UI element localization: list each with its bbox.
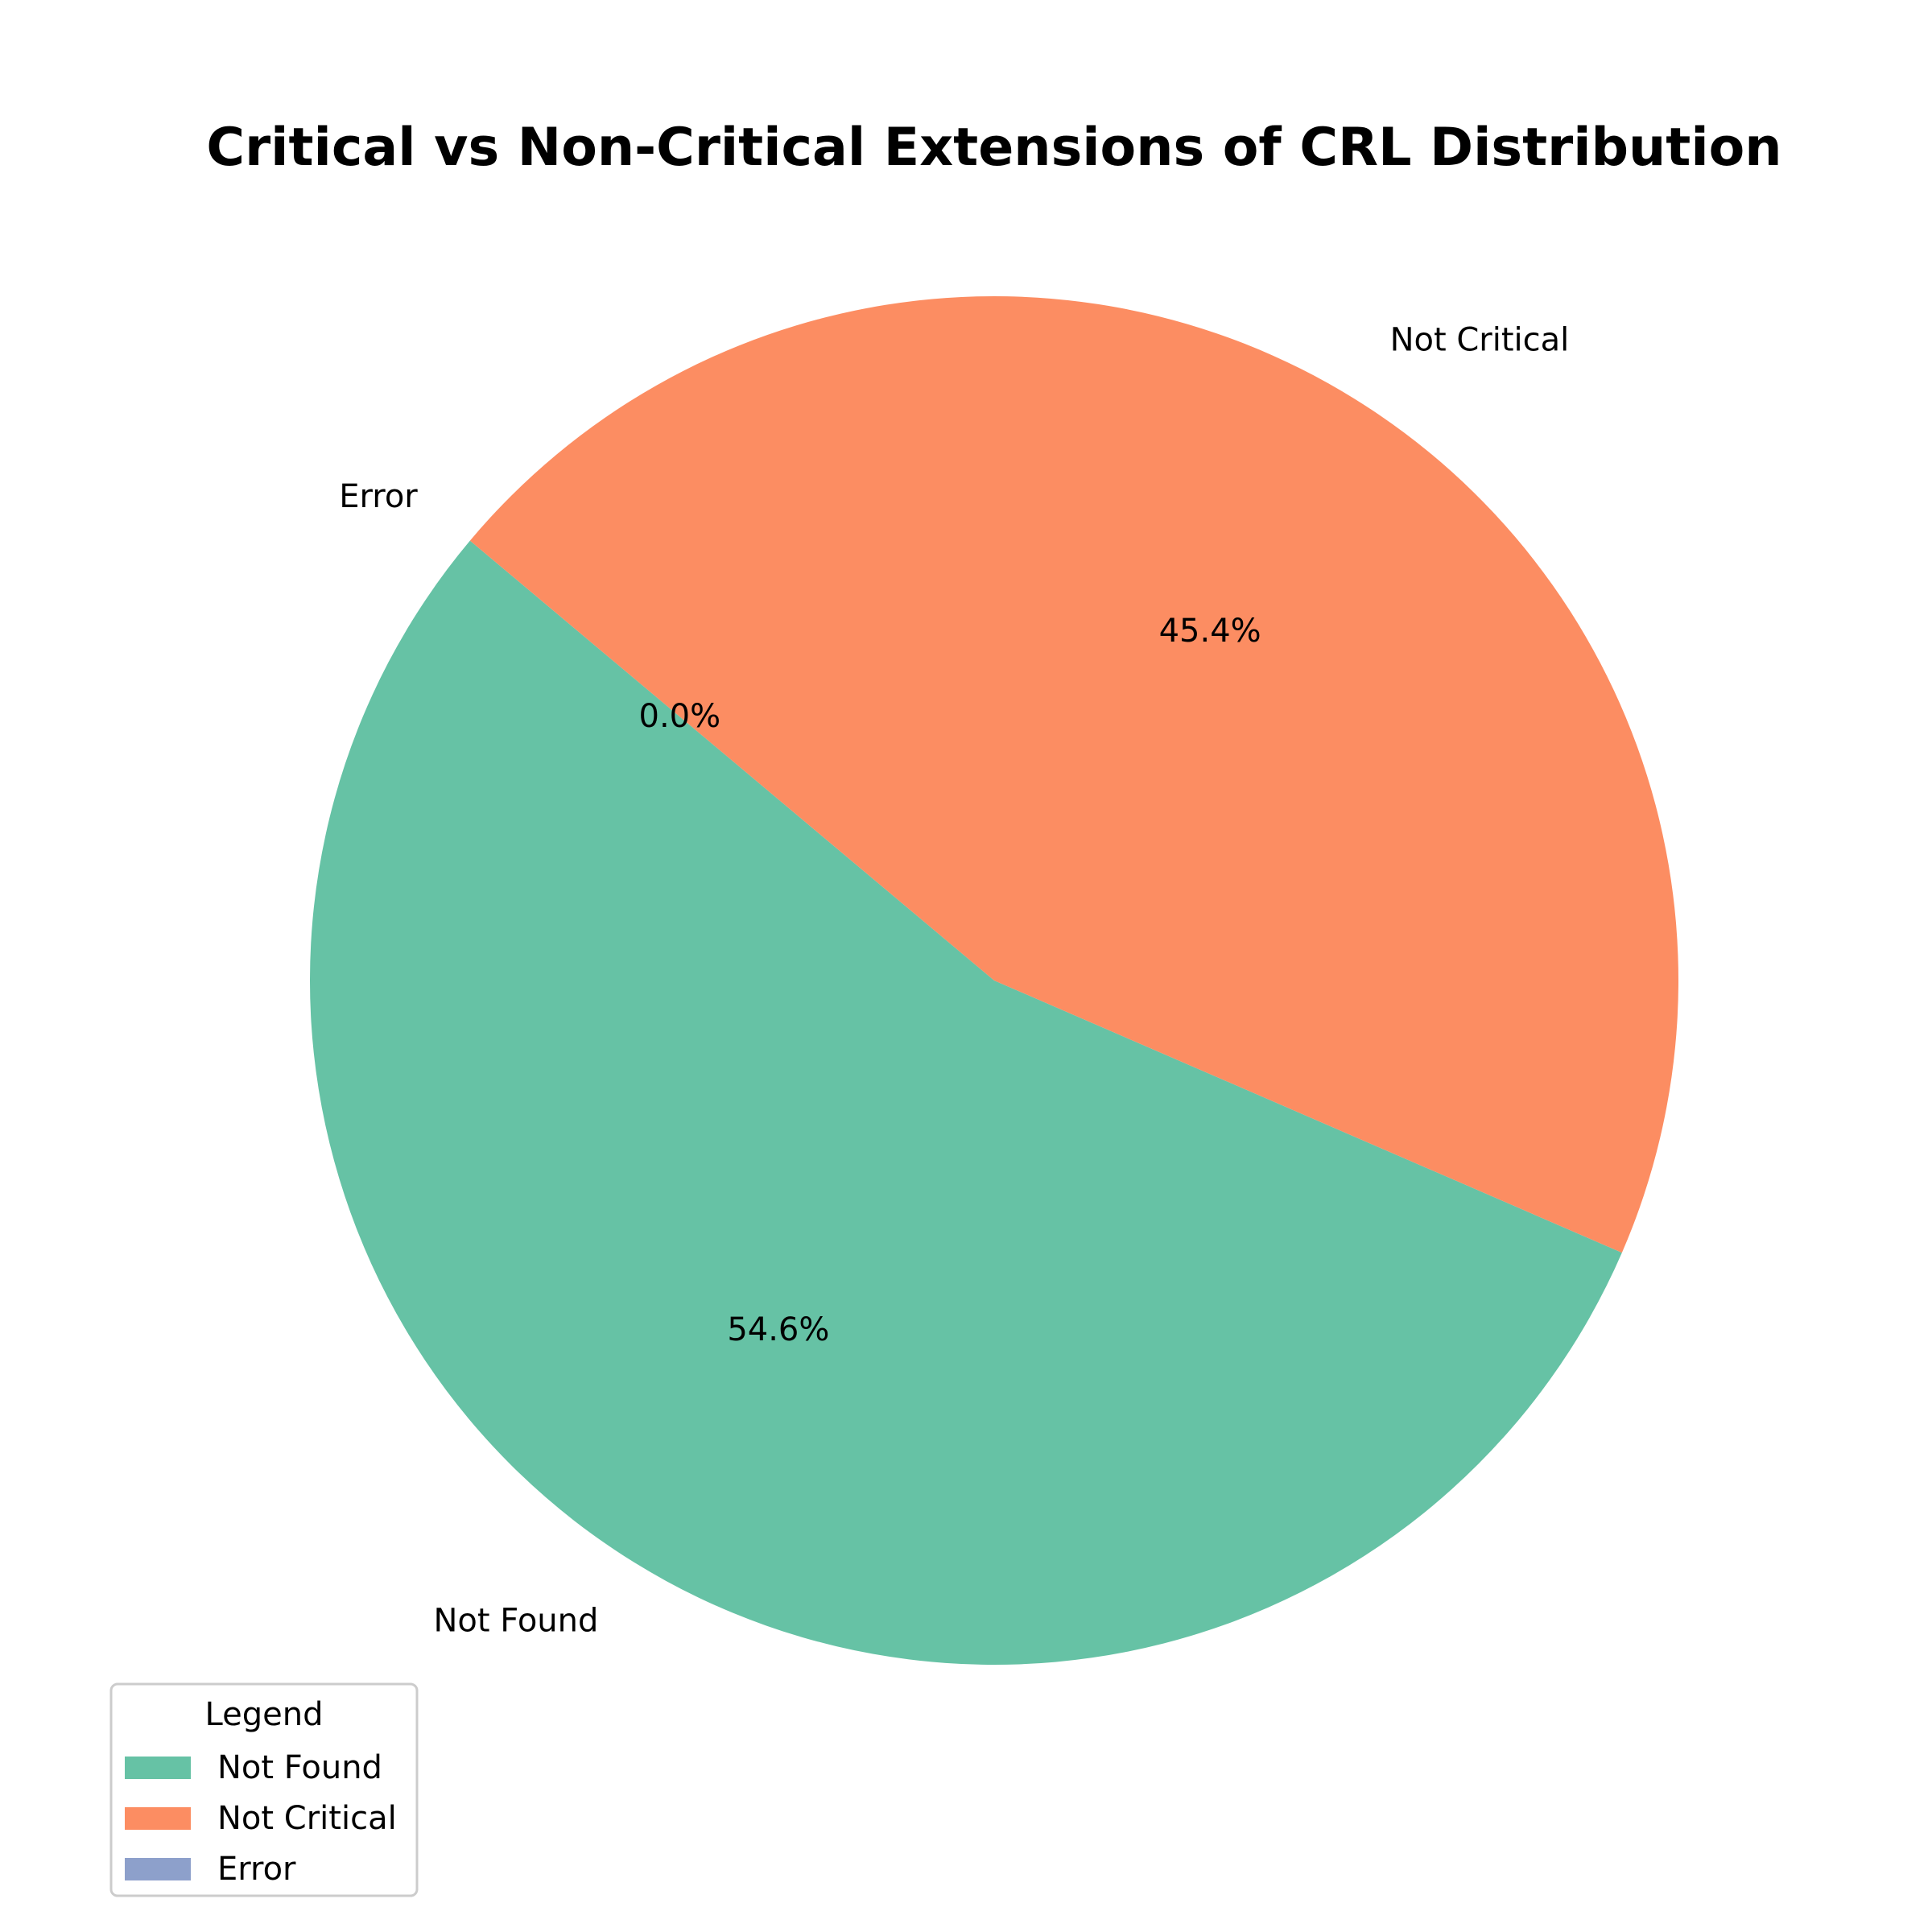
pie-slices	[309, 296, 1678, 1666]
legend-label-not-found: Not Found	[217, 1749, 382, 1786]
percent-label-not-found: 54.6%	[727, 1311, 829, 1348]
percent-label-error: 0.0%	[639, 698, 721, 735]
slice-label-not-found: Not Found	[433, 1602, 598, 1639]
legend-title: Legend	[205, 1696, 324, 1733]
legend-swatch-error	[125, 1858, 191, 1880]
slice-label-not-critical: Not Critical	[1390, 322, 1570, 359]
percent-label-not-critical: 45.4%	[1159, 613, 1261, 650]
legend-frame	[109, 1682, 419, 1897]
legend-entries: Not Found Not Critical Error	[125, 1749, 397, 1888]
slice-label-error: Error	[339, 478, 418, 515]
pie-slice-not-found	[309, 540, 1622, 1666]
legend-swatch-not-found	[125, 1757, 191, 1779]
pie-labels: Not Found 54.6% Not Critical 45.4% Error 0.0%	[339, 322, 1569, 1640]
legend-label-error: Error	[217, 1851, 296, 1888]
pie-slice-not-critical	[469, 296, 1678, 1253]
legend: Legend Not Found Not Critical Error	[109, 1682, 419, 1897]
legend-label-not-critical: Not Critical	[217, 1800, 397, 1837]
chart-title: Critical vs Non-Critical Extensions of C…	[206, 118, 1781, 178]
legend-swatch-not-critical	[125, 1807, 191, 1830]
